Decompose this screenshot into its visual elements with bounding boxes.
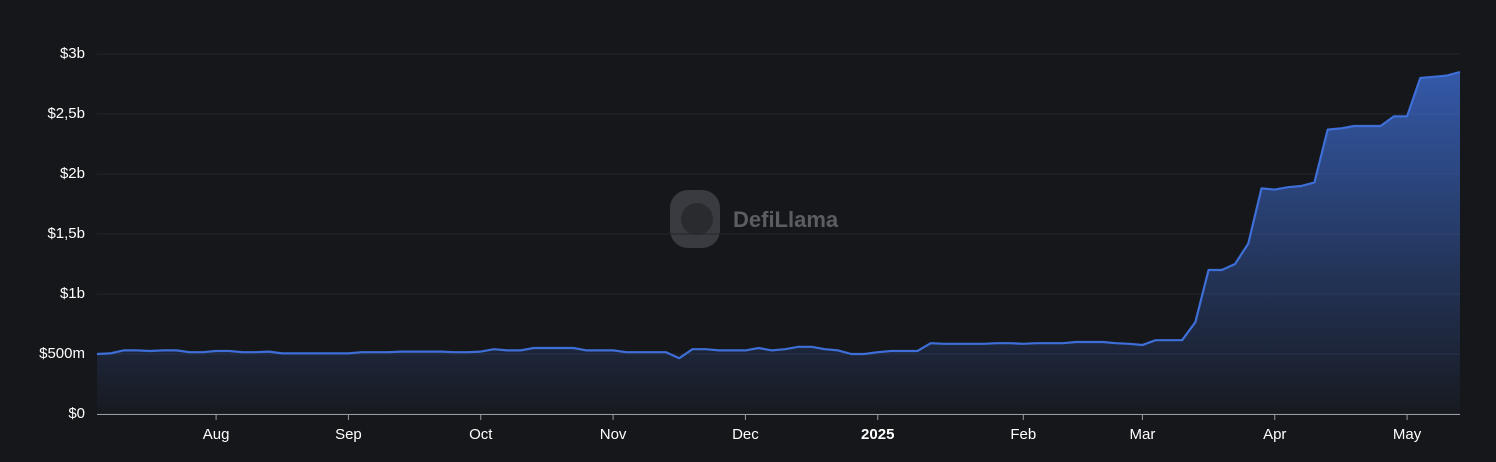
x-tick-label: Dec [732, 426, 759, 443]
line [96, 70, 1461, 360]
x-tick-label: Feb [1010, 426, 1036, 443]
x-tick-label: May [1393, 426, 1422, 443]
x-tick-label: Aug [203, 426, 230, 443]
y-tick-label: $3b [60, 45, 85, 62]
y-tick-label: $0 [68, 405, 85, 422]
area-fill [97, 72, 1460, 414]
y-tick-label: $2b [60, 165, 85, 182]
x-tick-label: Mar [1129, 426, 1155, 443]
x-tick-label: Apr [1263, 426, 1286, 443]
watermark: DefiLlama [670, 190, 839, 248]
y-tick-label: $2,5b [47, 105, 85, 122]
x-tick-label: 2025 [861, 426, 894, 443]
x-tick-label: Sep [335, 426, 362, 443]
x-tick-label: Oct [469, 426, 493, 443]
watermark-logo-inner [681, 203, 713, 235]
y-tick-label: $1b [60, 285, 85, 302]
y-tick-label: $500m [39, 345, 85, 362]
y-tick-label: $1,5b [47, 225, 85, 242]
watermark-text: DefiLlama [733, 207, 839, 232]
x-tick-label: Nov [600, 426, 627, 443]
